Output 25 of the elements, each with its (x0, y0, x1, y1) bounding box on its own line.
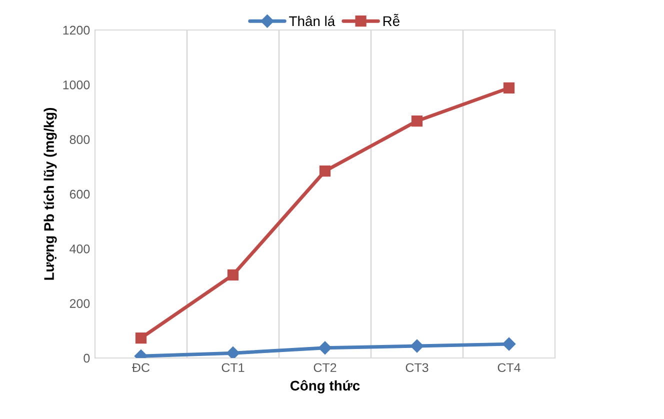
y-tick-label: 800 (70, 135, 90, 144)
point (410, 339, 424, 353)
y-tick-label: 1200 (63, 26, 90, 35)
y-tick-label: 200 (70, 299, 90, 308)
x-tick-label: CT4 (498, 363, 520, 372)
y-tick-label: 1000 (63, 80, 90, 90)
legend-label: Rễ (383, 14, 400, 26)
y-axis-title: Lượng Pb tích lũy (mg/kg) (44, 108, 57, 280)
point (319, 165, 331, 177)
x-tick-label: ĐC (132, 363, 150, 372)
x-axis-title: Công thức (290, 380, 360, 394)
y-tick-label: 600 (70, 190, 90, 199)
y-tick-label: 0 (84, 354, 90, 363)
x-tick-label: CT1 (222, 363, 244, 372)
point (226, 346, 240, 358)
point (318, 341, 332, 354)
point (411, 115, 423, 127)
point (227, 269, 239, 280)
point (135, 332, 147, 344)
x-tick-label: CT2 (314, 363, 336, 372)
point (502, 337, 516, 351)
point (503, 82, 515, 94)
x-tick-label: CT3 (406, 363, 428, 372)
y-tick-label: 400 (70, 244, 90, 254)
legend-label: Thân lá (289, 16, 336, 26)
